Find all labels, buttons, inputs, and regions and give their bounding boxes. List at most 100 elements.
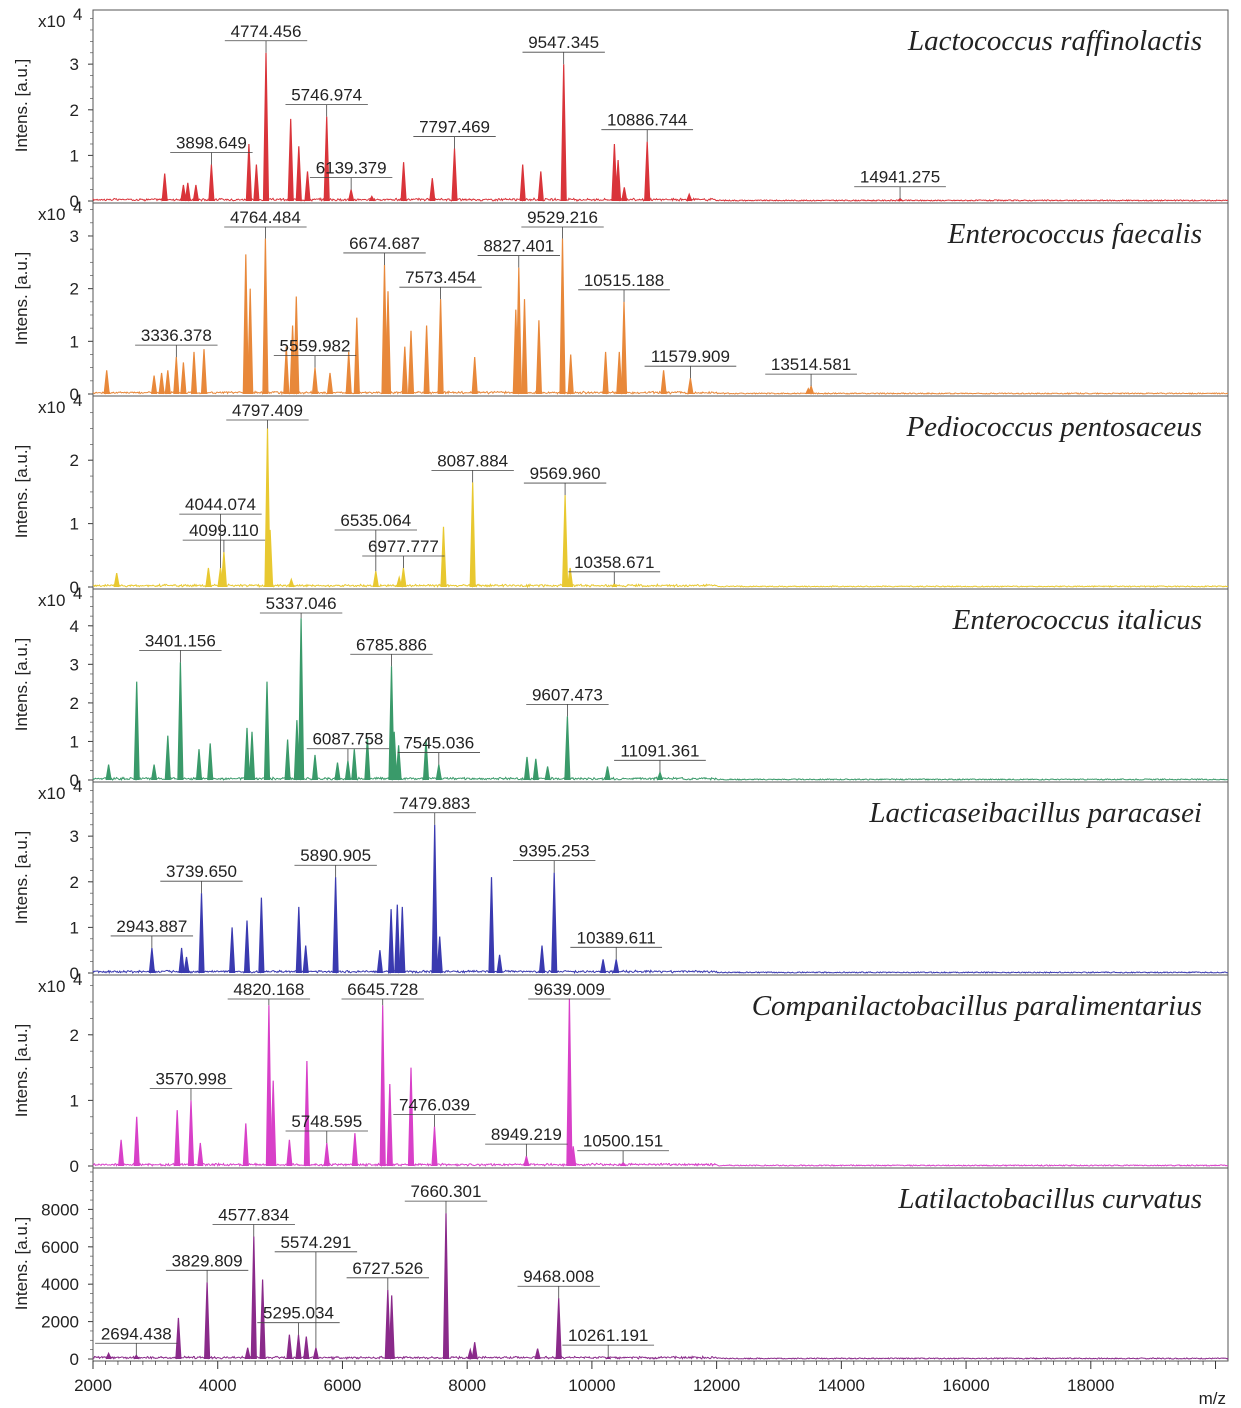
y-tick-label: 4000 <box>41 1275 79 1294</box>
peak-label: 9468.008 <box>523 1267 594 1286</box>
spectrum-peak <box>229 927 236 974</box>
spectrum-peak <box>560 64 567 202</box>
peak-label: 6087.758 <box>312 730 383 749</box>
spectrum-peak <box>488 877 495 974</box>
species-name: Pediococcus pentosaceus <box>905 411 1202 443</box>
y-multiplier: x10 <box>38 784 65 803</box>
spectrum-peak <box>348 189 355 202</box>
spectrum-peak <box>243 920 251 974</box>
spectrum-baseline <box>92 1355 1229 1361</box>
peak-label: 4774.456 <box>231 22 302 41</box>
spectrum-peak <box>399 906 406 974</box>
spectrum-peak <box>559 238 566 395</box>
spectrum-peak <box>616 351 623 395</box>
x-tick-label: 12000 <box>693 1376 740 1395</box>
y-multiplier: x10 <box>38 12 65 31</box>
spectrum-peak <box>262 238 269 395</box>
spectrum-peak <box>247 288 254 395</box>
spectrum-baseline <box>93 583 1229 589</box>
spectrum-peak <box>534 1348 541 1360</box>
spectrum-peak <box>396 575 403 588</box>
y-tick-label: 2 <box>70 280 79 299</box>
peak-label: 3898.649 <box>176 134 247 153</box>
spectrum-peak <box>532 758 539 781</box>
spectrum-peak <box>265 1005 272 1167</box>
x-axis-label: m/z <box>1199 1389 1226 1408</box>
spectrum-peak <box>611 143 618 202</box>
spectrum-peak <box>192 184 199 202</box>
spectrum-peak <box>429 178 436 202</box>
peak-label: 14941.275 <box>860 168 940 187</box>
spectrum-peak <box>303 1336 310 1360</box>
spectrum-peak <box>805 387 812 395</box>
spectrum-peak <box>113 572 120 588</box>
y-tick-label: 0 <box>70 1350 79 1369</box>
peak-label: 4764.484 <box>230 208 301 227</box>
peak-label: 5890.905 <box>300 846 371 865</box>
species-name: Lactococcus raffinolactis <box>907 25 1202 57</box>
y-tick-label: 3 <box>70 227 79 246</box>
spectrum-peak <box>440 526 447 588</box>
y-tick-label: 3 <box>70 55 79 74</box>
spectrum-peak <box>621 187 628 202</box>
peak-label: 7545.036 <box>403 734 474 753</box>
peak-label: 5559.982 <box>280 337 351 356</box>
spectrum-peak <box>620 1161 627 1167</box>
spectrum-peak <box>293 296 300 395</box>
spectrum-peak <box>431 824 438 974</box>
spectrum-peak <box>562 495 569 588</box>
spectrum-peak <box>400 162 407 202</box>
peak-label: 7479.883 <box>399 794 470 813</box>
spectrum-peak <box>656 770 664 781</box>
spectrum-peak <box>105 1351 112 1360</box>
spectrum-peak <box>205 567 212 588</box>
y-axis-label: Intens. [a.u.] <box>12 445 31 539</box>
y-tick-label: 2 <box>70 451 79 470</box>
spectrum-peak <box>183 956 190 974</box>
spectrum-peak <box>180 362 187 395</box>
spectrum-peak <box>164 735 171 781</box>
spectrum-peak <box>644 141 651 202</box>
y-multiplier-exponent: 4 <box>73 970 82 989</box>
spectrum-peak <box>364 737 371 781</box>
spectrum-peak <box>177 662 184 781</box>
y-multiplier: x10 <box>38 398 65 417</box>
spectrum-peak <box>394 904 401 974</box>
spectrum-peak <box>151 375 158 395</box>
y-tick-label: 1 <box>70 732 79 751</box>
spectrum-peak <box>103 370 110 395</box>
peak-label: 6645.728 <box>347 980 418 999</box>
peak-label: 10500.151 <box>583 1132 663 1151</box>
spectrum-peak <box>283 346 290 395</box>
peak-label: 5574.291 <box>280 1233 351 1252</box>
spectrum-peak <box>242 254 249 395</box>
peak-label: 11091.361 <box>620 741 699 760</box>
spectrum-peak <box>897 197 904 202</box>
spectrum-peak <box>555 1298 562 1360</box>
peak-label: 10389.611 <box>577 928 656 947</box>
spectrum-peak <box>311 754 319 781</box>
y-tick-label: 2 <box>70 694 79 713</box>
peak-label: 4099.110 <box>189 521 259 540</box>
spectrum-peak <box>467 1347 474 1360</box>
spectrum-peak <box>286 1139 293 1167</box>
spectrum-peak <box>686 192 693 202</box>
spectrum-peak <box>243 727 251 781</box>
y-tick-label: 1 <box>70 332 79 351</box>
spectrum-peak <box>248 731 256 781</box>
y-axis-label: Intens. [a.u.] <box>12 638 31 732</box>
spectrum-peak <box>286 1334 293 1360</box>
y-tick-label: 6000 <box>41 1238 79 1257</box>
spectrum-peak <box>311 367 319 395</box>
spectrum-peak <box>133 1354 140 1360</box>
spectrum-peak <box>295 906 302 974</box>
spectrum-peak <box>334 762 341 781</box>
peak-label: 3570.998 <box>156 1069 227 1088</box>
peak-label: 13514.581 <box>771 355 851 374</box>
spectrum-peak <box>386 1083 393 1167</box>
spectrum-peak <box>615 159 622 202</box>
spectrum-peak <box>570 1146 577 1167</box>
spectrum-peak <box>133 681 140 781</box>
peak-label: 3739.650 <box>166 862 237 881</box>
spectrum-peak <box>295 146 302 202</box>
